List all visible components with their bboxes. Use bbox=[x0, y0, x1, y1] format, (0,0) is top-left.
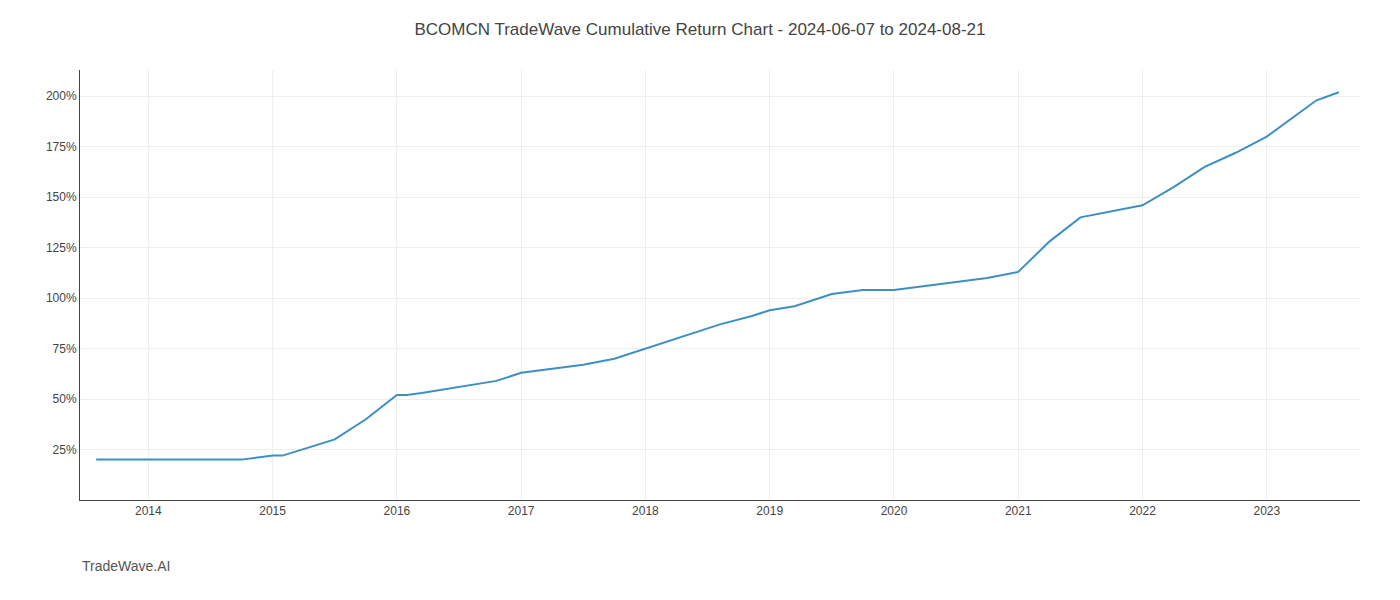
svg-text:125%: 125% bbox=[46, 241, 77, 255]
svg-text:2021: 2021 bbox=[1005, 504, 1032, 518]
svg-text:25%: 25% bbox=[53, 443, 77, 457]
svg-text:2023: 2023 bbox=[1253, 504, 1280, 518]
svg-text:2019: 2019 bbox=[756, 504, 783, 518]
svg-text:BCOMCN TradeWave Cumulative Re: BCOMCN TradeWave Cumulative Return Chart… bbox=[414, 20, 985, 39]
svg-text:TradeWave.AI: TradeWave.AI bbox=[82, 558, 170, 574]
svg-text:50%: 50% bbox=[53, 392, 77, 406]
svg-text:175%: 175% bbox=[46, 140, 77, 154]
svg-text:75%: 75% bbox=[53, 342, 77, 356]
svg-text:2022: 2022 bbox=[1129, 504, 1156, 518]
svg-text:2015: 2015 bbox=[259, 504, 286, 518]
svg-text:2014: 2014 bbox=[135, 504, 162, 518]
svg-text:2016: 2016 bbox=[384, 504, 411, 518]
svg-text:200%: 200% bbox=[46, 89, 77, 103]
svg-text:2020: 2020 bbox=[881, 504, 908, 518]
svg-text:2018: 2018 bbox=[632, 504, 659, 518]
svg-text:100%: 100% bbox=[46, 291, 77, 305]
svg-text:150%: 150% bbox=[46, 190, 77, 204]
svg-text:2017: 2017 bbox=[508, 504, 535, 518]
